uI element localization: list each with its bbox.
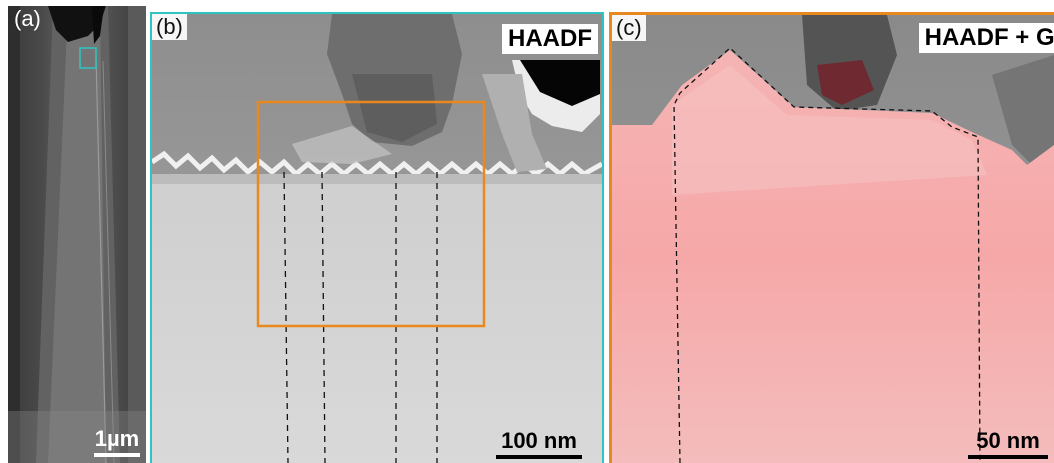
panel-a-scalebar-text: 1µm: [94, 426, 140, 451]
panel-c-scalebar: 50 nm: [968, 429, 1048, 459]
panel-c-image: [612, 15, 1054, 463]
panel-c-scalebar-bar: [968, 455, 1048, 459]
panel-b-scalebar-bar: [496, 455, 582, 459]
panel-a: (a) 1µm: [8, 6, 146, 463]
panel-b: (b) HAADF 100 nm: [150, 12, 604, 463]
panel-c-label: (c): [612, 15, 646, 41]
panel-b-image: [152, 14, 602, 463]
panel-a-scalebar-bar: [94, 453, 140, 457]
panel-a-image: [8, 6, 146, 463]
panel-a-label: (a): [14, 6, 41, 31]
panel-b-label: (b): [152, 14, 187, 40]
panel-c-modality-label: HAADF + Ga: [918, 23, 1054, 53]
panel-a-scalebar: 1µm: [94, 427, 140, 457]
panel-c: (c) HAADF + Ga 50 nm: [609, 12, 1054, 463]
panel-b-scalebar: 100 nm: [496, 429, 582, 459]
panel-c-scalebar-text: 50 nm: [976, 428, 1040, 453]
panel-b-modality-label: HAADF: [502, 24, 598, 54]
panel-b-scalebar-text: 100 nm: [501, 428, 577, 453]
